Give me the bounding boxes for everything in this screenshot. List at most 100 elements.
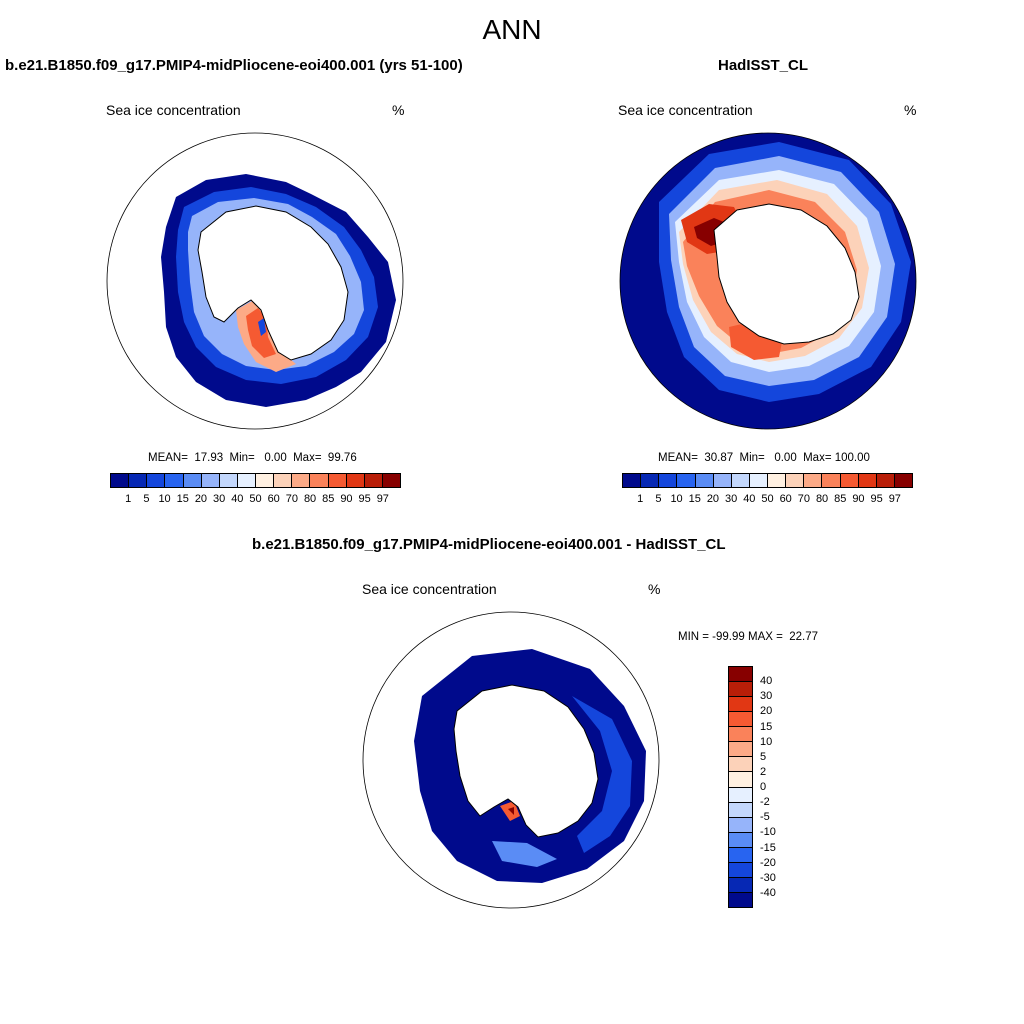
figure-title: ANN	[482, 14, 542, 45]
panel3-colorbar-tick-label: 0	[760, 781, 767, 793]
panel2-colorbar	[622, 473, 913, 488]
panel1-colorbar-tick-label: 70	[285, 493, 298, 505]
panel3-colorbar-swatch	[729, 847, 752, 863]
panel3-colorbar-tick-label: 20	[760, 705, 773, 718]
panel1-colorbar-swatch	[364, 474, 383, 487]
panel3-colorbar-labels: 40 30 20 15 10 5 2 0 -2 -5 -10 -15 -20 -30 -40	[760, 666, 800, 908]
panel3-colorbar-tick-label: 15	[760, 720, 773, 733]
panel3-colorbar	[728, 666, 753, 908]
panel2-colorbar-swatch	[786, 474, 805, 487]
panel1-units-label: %	[392, 102, 405, 118]
panel3-colorbar-swatch	[729, 757, 752, 773]
panel1-colorbar-swatch	[201, 474, 220, 487]
panel2-colorbar-swatch	[731, 474, 750, 487]
panel2-title: HadISST_CL	[718, 57, 809, 74]
panel1-colorbar-tick-label: 40	[231, 493, 244, 505]
panel2-colorbar-swatch	[768, 474, 787, 487]
panel2-colorbar-tick-label: 95	[870, 493, 883, 505]
panel3-colorbar-tick-label: 10	[760, 735, 773, 748]
panel2-colorbar-tick-label: 40	[743, 493, 756, 505]
panel1-colorbar-tick-label: 95	[358, 493, 371, 505]
panel2-colorbar-tick-label: 15	[688, 493, 701, 505]
panel3-map	[362, 611, 660, 909]
panel2-colorbar-tick-label: 80	[815, 493, 829, 505]
panel2-colorbar-tick-label: 10	[670, 493, 683, 505]
panel2-colorbar-tick-label: 20	[706, 493, 720, 505]
panel1-colorbar-swatch	[256, 474, 275, 487]
panel3-colorbar-swatch	[729, 712, 752, 728]
panel1-colorbar-swatch	[346, 474, 365, 487]
panel1-colorbar-swatch	[147, 474, 166, 487]
panel1-colorbar-swatch	[237, 474, 256, 487]
panel1-map	[106, 132, 404, 430]
panel2-colorbar-tick-label: 50	[761, 493, 774, 505]
panel1-colorbar-tick-label: 90	[340, 493, 353, 505]
panel1-colorbar-tick-label: 85	[322, 493, 335, 505]
panel3-stats: MIN = -99.99 MAX = 22.77	[678, 631, 818, 643]
panel1-colorbar-swatch	[183, 474, 202, 487]
panel3-difference-field	[414, 649, 646, 883]
panel2-colorbar-swatch	[822, 474, 841, 487]
panel2-colorbar-tick-label: 85	[834, 493, 847, 505]
panel1-colorbar-swatch	[165, 474, 184, 487]
panel1-colorbar-tick-label: 10	[158, 493, 171, 505]
panel2-colorbar-tick-label: 1	[637, 493, 644, 505]
panel2-colorbar-swatch	[695, 474, 714, 487]
panel2-colorbar-swatch	[749, 474, 768, 487]
panel1-sea-ice-field	[161, 174, 396, 407]
panel2-sea-ice-field	[620, 133, 916, 429]
panel1-colorbar-swatch	[111, 474, 130, 487]
panel1-colorbar-swatch	[310, 474, 329, 487]
panel3-colorbar-swatch	[729, 817, 752, 833]
panel2-colorbar-tick-label: 5	[655, 493, 662, 505]
panel1-title: b.e21.B1850.f09_g17.PMIP4-midPliocene-eo…	[5, 57, 463, 74]
panel1-colorbar-swatch	[328, 474, 347, 487]
panel2-colorbar-swatch	[894, 474, 912, 487]
panel3-variable-label: Sea ice concentration	[362, 581, 497, 597]
panel1-colorbar-labels: 1 5 10 15 20 30 40 50 60 70 80 85 90 95 97	[110, 493, 401, 507]
panel2-colorbar-tick-label: 60	[779, 493, 792, 505]
panel3-colorbar-tick-label: 40	[760, 675, 773, 688]
panel3-colorbar-swatch	[729, 727, 752, 743]
panel3-colorbar-swatch	[729, 787, 752, 803]
panel3-units-label: %	[648, 581, 661, 597]
panel1-colorbar-tick-label: 50	[249, 493, 262, 505]
panel3-colorbar-swatch	[729, 742, 752, 758]
panel2-colorbar-tick-label: 97	[888, 493, 901, 505]
panel3-colorbar-tick-label: -10	[760, 826, 776, 839]
panel1-colorbar-tick-label: 5	[143, 493, 150, 505]
panel2-colorbar-labels: 1 5 10 15 20 30 40 50 60 70 80 85 90 95 97	[622, 493, 913, 507]
panel1-colorbar-swatch	[274, 474, 293, 487]
panel3-colorbar-swatch	[729, 772, 752, 788]
panel1-colorbar-tick-label: 60	[267, 493, 280, 505]
panel3-colorbar-tick-label: 5	[760, 750, 767, 763]
panel1-variable-label: Sea ice concentration	[106, 102, 241, 118]
panel1-colorbar-tick-label: 80	[303, 493, 317, 505]
panel1-stats: MEAN= 17.93 Min= 0.00 Max= 99.76	[148, 452, 357, 464]
panel1-colorbar-swatch	[129, 474, 148, 487]
panel3-colorbar-swatch	[729, 877, 752, 893]
panel2-colorbar-swatch	[804, 474, 823, 487]
panel2-colorbar-swatch	[840, 474, 859, 487]
panel2-colorbar-tick-label: 70	[797, 493, 810, 505]
panel3-colorbar-swatch	[729, 862, 752, 878]
panel2-stats: MEAN= 30.87 Min= 0.00 Max= 100.00	[658, 452, 870, 464]
panel3-colorbar-tick-label: -20	[760, 856, 776, 869]
panel2-colorbar-swatch	[677, 474, 696, 487]
panel3-title: b.e21.B1850.f09_g17.PMIP4-midPliocene-eo…	[252, 536, 726, 553]
panel2-colorbar-tick-label: 30	[725, 493, 738, 505]
panel3-colorbar-tick-label: -5	[760, 811, 770, 824]
panel3-colorbar-tick-label: -30	[760, 871, 776, 884]
panel3-colorbar-swatch	[729, 832, 752, 848]
panel3-colorbar-tick-label: -2	[760, 796, 770, 809]
panel1-colorbar-tick-label: 15	[176, 493, 189, 505]
panel3-colorbar-swatch	[729, 892, 752, 907]
panel2-colorbar-swatch	[713, 474, 732, 487]
panel1-colorbar-tick-label: 97	[376, 493, 389, 505]
panel3-colorbar-swatch	[729, 802, 752, 818]
panel1-colorbar-swatch	[382, 474, 400, 487]
panel1-colorbar-tick-label: 20	[194, 493, 208, 505]
panel2-colorbar-swatch	[659, 474, 678, 487]
panel3-colorbar-tick-label: -40	[760, 886, 776, 899]
panel2-units-label: %	[904, 102, 917, 118]
